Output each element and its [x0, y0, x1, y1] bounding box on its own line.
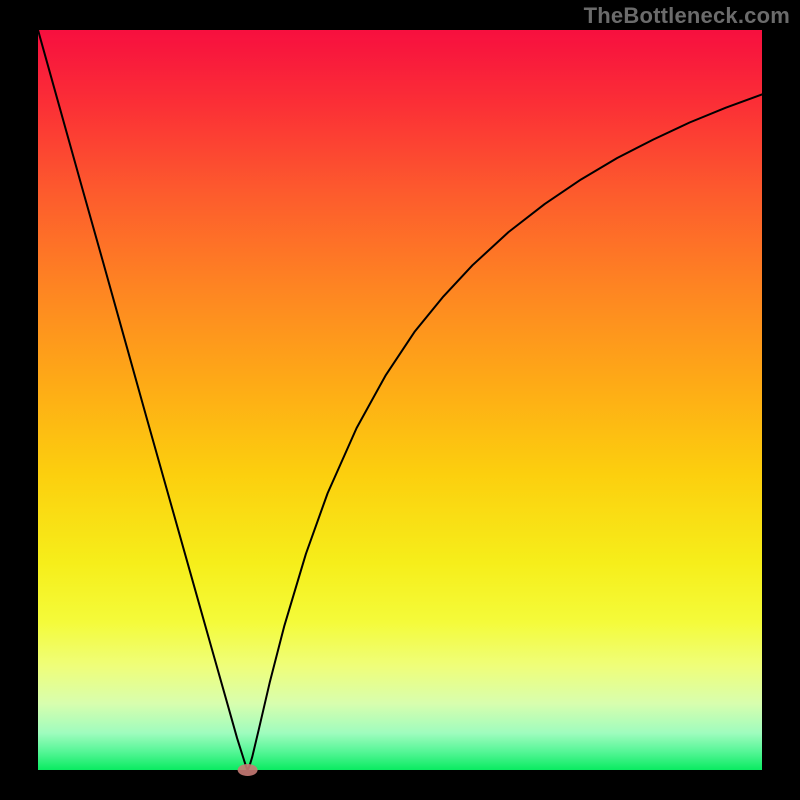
optimal-point-marker: [238, 764, 258, 776]
min-marker: [38, 30, 762, 770]
plot-area: [38, 30, 762, 770]
watermark-text: TheBottleneck.com: [584, 3, 790, 29]
